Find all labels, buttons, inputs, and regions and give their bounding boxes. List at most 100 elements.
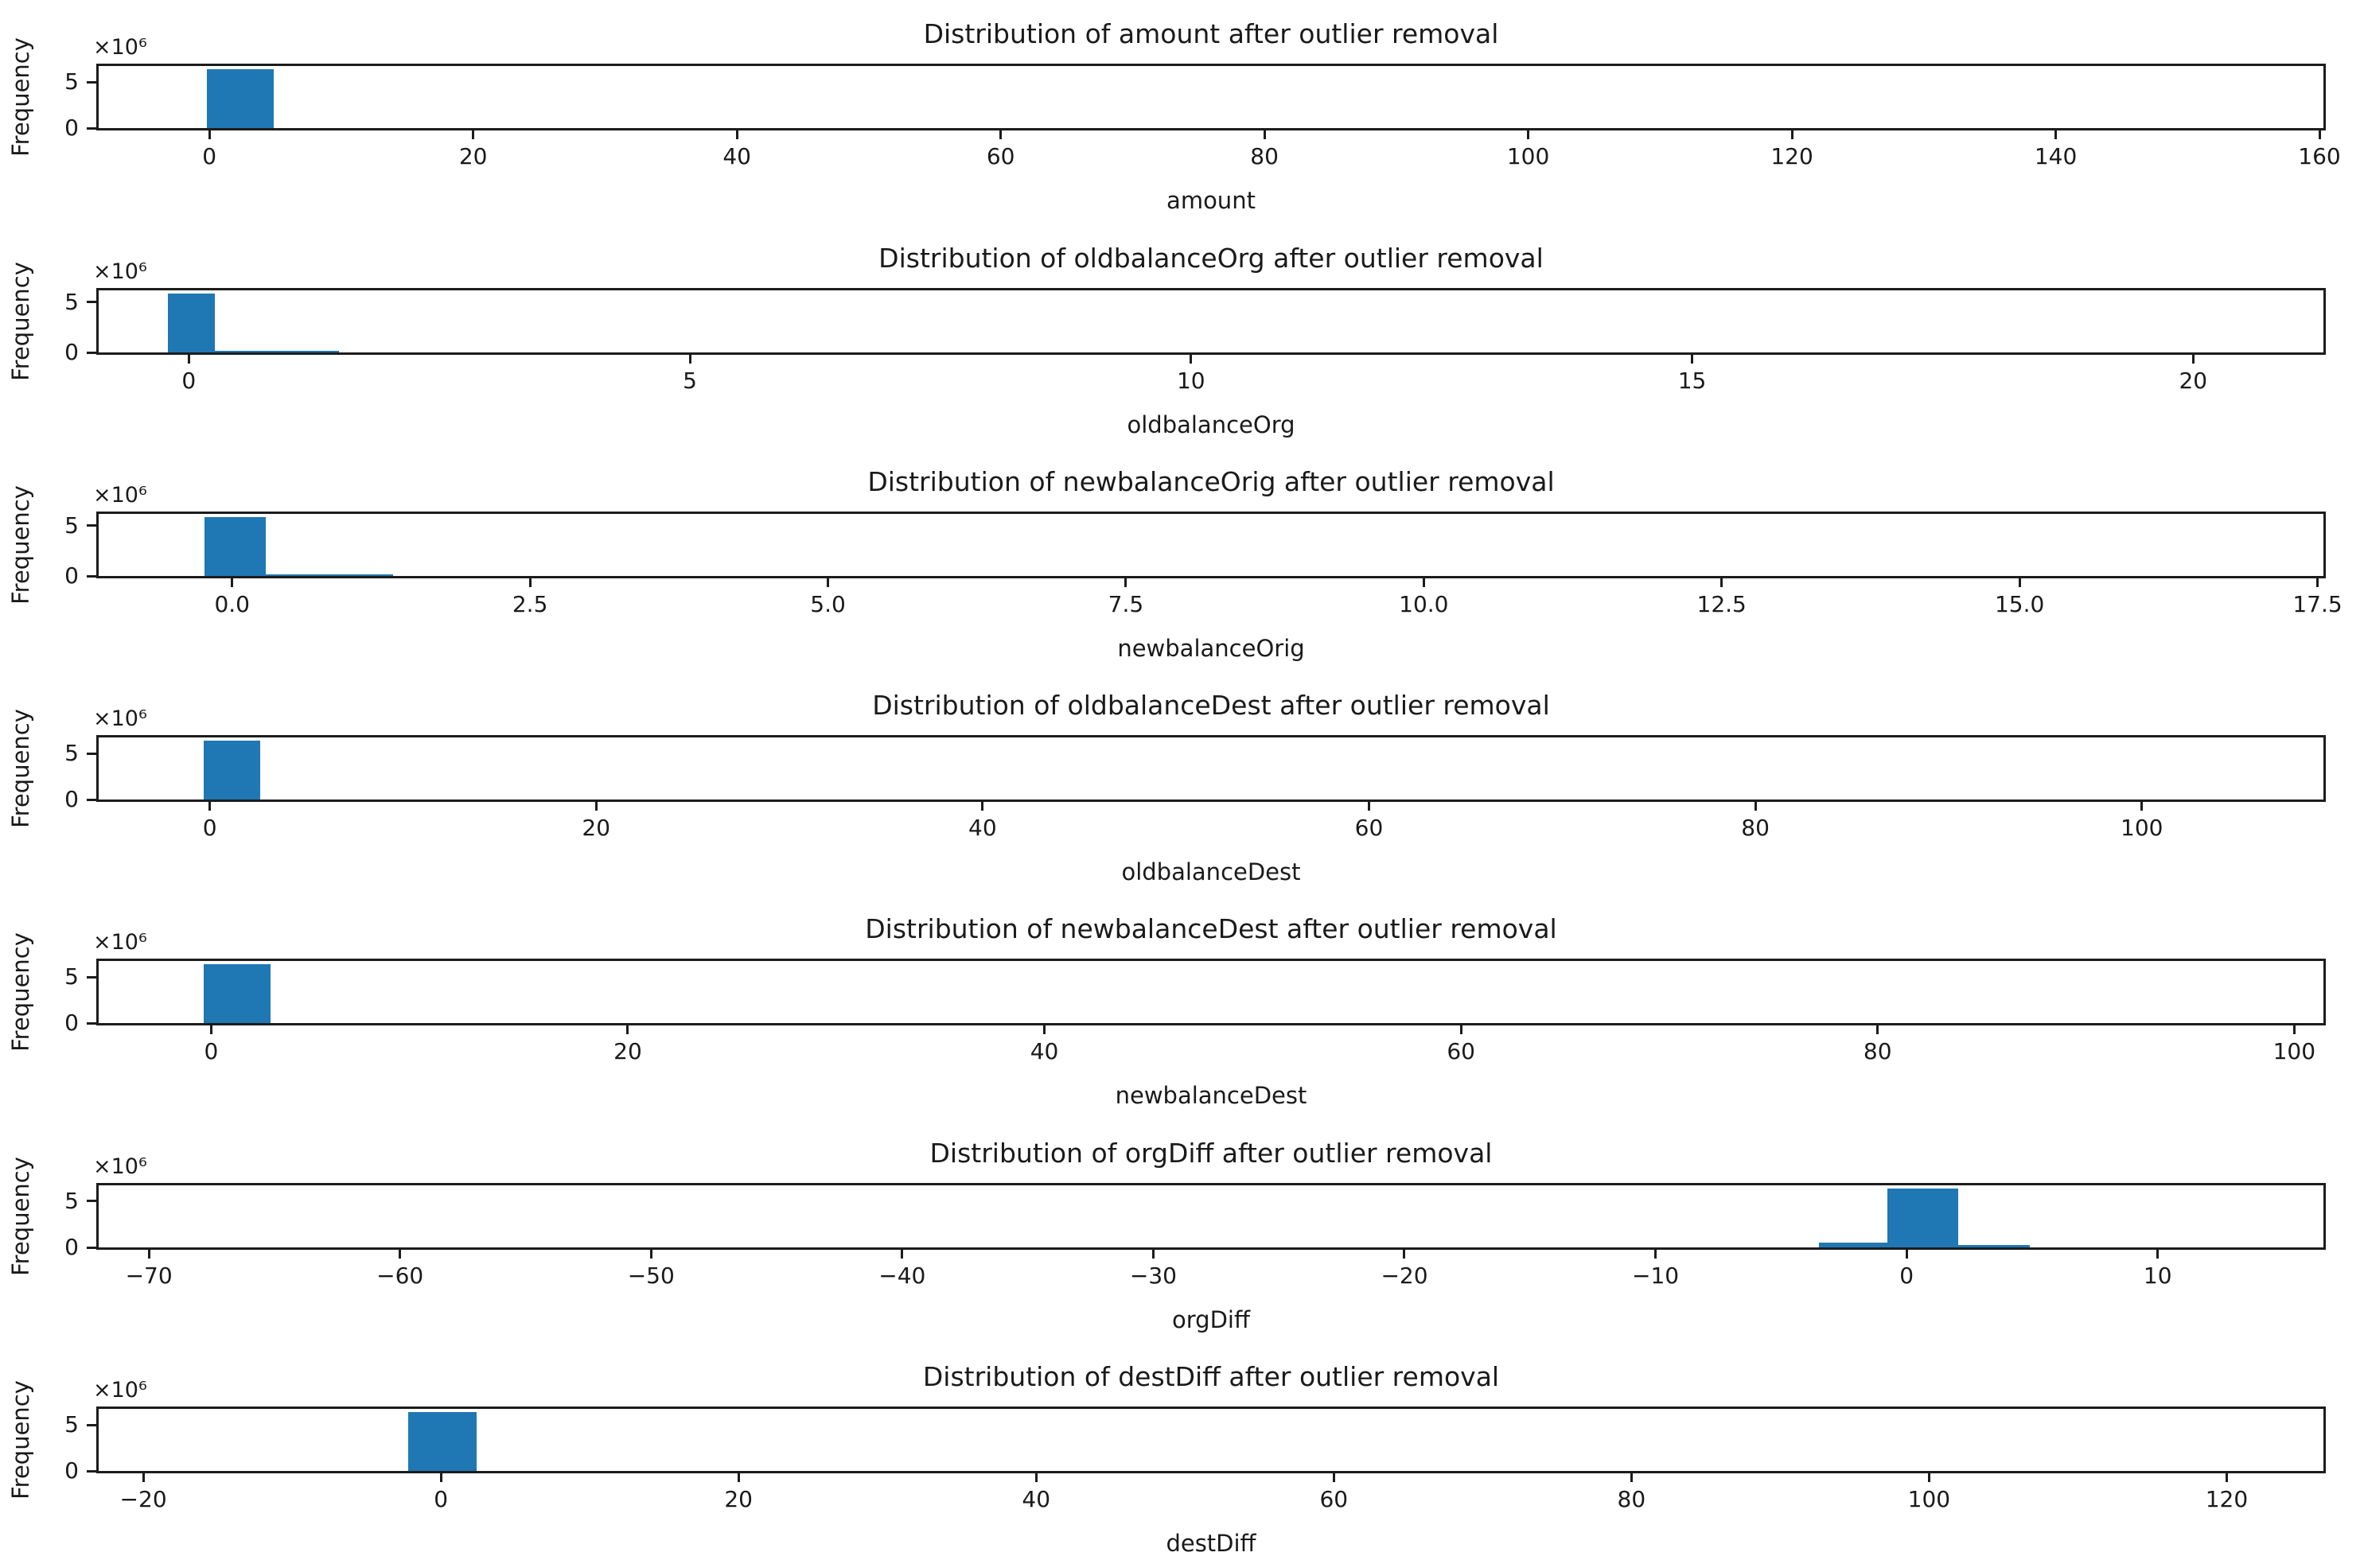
x-tick-label: 20: [582, 815, 611, 841]
y-tick-label: 5: [64, 1411, 79, 1438]
x-tick-label: 15: [1677, 368, 1707, 394]
plot-title: Distribution of amount after outlier rem…: [923, 18, 1499, 49]
y-tick-mark: [87, 1200, 96, 1203]
x-tick-label: −70: [125, 1263, 173, 1289]
x-tick-mark: [231, 578, 234, 587]
x-tick-mark: [147, 1250, 150, 1259]
subplot-orgDiff: Distribution of orgDiff after outlier re…: [0, 1119, 2364, 1344]
subplot-newbalanceDest: Distribution of newbalanceDest after out…: [0, 895, 2364, 1119]
subplot-newbalanceOrig: Distribution of newbalanceOrig after out…: [0, 448, 2364, 672]
x-tick-mark: [1043, 1025, 1046, 1034]
y-tick-label: 5: [64, 288, 79, 315]
x-axis-label: newbalanceDest: [1115, 1082, 1307, 1109]
y-tick-label: 5: [64, 1187, 79, 1214]
x-tick-label: −60: [376, 1263, 424, 1289]
x-tick-mark: [1754, 802, 1757, 811]
x-tick-label: −10: [1632, 1263, 1680, 1289]
x-tick-label: 12.5: [1696, 591, 1747, 617]
y-scale-offset-label: ×10⁶: [93, 1378, 147, 1403]
y-scale-offset-label: ×10⁶: [93, 483, 147, 508]
y-tick-mark: [87, 126, 96, 130]
x-tick-mark: [737, 1473, 740, 1482]
x-tick-mark: [594, 802, 598, 811]
x-tick-label: 100: [1907, 1486, 1951, 1512]
x-tick-mark: [2292, 1025, 2296, 1034]
x-tick-label: 5: [683, 368, 697, 394]
x-tick-label: 100: [2272, 1038, 2316, 1064]
x-tick-label: 10.0: [1399, 591, 1449, 617]
subplot-amount: Distribution of amount after outlier rem…: [0, 0, 2364, 224]
plot-box: [96, 512, 2326, 578]
x-tick-label: 80: [1741, 815, 1770, 841]
x-tick-mark: [1459, 1025, 1462, 1034]
y-tick-mark: [87, 1423, 96, 1426]
x-tick-label: 10: [1176, 368, 1205, 394]
x-tick-mark: [2225, 1473, 2228, 1482]
y-tick-mark: [87, 752, 96, 755]
y-scale-offset-label: ×10⁶: [93, 35, 147, 60]
plot-box: [96, 288, 2326, 355]
y-tick-mark: [87, 80, 96, 84]
y-tick-label: 0: [64, 339, 79, 365]
x-tick-mark: [1790, 130, 1793, 139]
y-tick-label: 5: [64, 68, 79, 95]
x-tick-label: 40: [1022, 1486, 1051, 1512]
x-tick-label: 0.0: [214, 591, 250, 617]
plot-box: [96, 1407, 2326, 1473]
x-tick-mark: [1263, 130, 1266, 139]
plot-box: [96, 959, 2326, 1025]
x-tick-mark: [2054, 130, 2058, 139]
x-tick-mark: [981, 802, 984, 811]
y-tick-mark: [87, 798, 96, 801]
x-axis-label: newbalanceOrig: [1117, 635, 1305, 662]
x-tick-mark: [1151, 1250, 1155, 1259]
x-tick-mark: [1034, 1473, 1038, 1482]
x-tick-label: 0: [204, 1038, 219, 1064]
x-tick-mark: [2018, 578, 2021, 587]
x-tick-mark: [1332, 1473, 1335, 1482]
x-tick-mark: [688, 355, 691, 364]
x-tick-mark: [2140, 802, 2144, 811]
x-tick-mark: [142, 1473, 145, 1482]
plot-title: Distribution of destDiff after outlier r…: [922, 1361, 1500, 1392]
plot-title: Distribution of newbalanceDest after out…: [865, 913, 1557, 944]
x-tick-label: 60: [1447, 1038, 1475, 1064]
x-tick-label: 0: [202, 143, 217, 169]
y-tick-label: 0: [64, 115, 79, 141]
y-tick-mark: [87, 1246, 96, 1249]
x-axis-label: oldbalanceDest: [1121, 858, 1301, 885]
y-tick-label: 0: [64, 1010, 79, 1036]
subplot-oldbalanceDest: Distribution of oldbalanceDest after out…: [0, 671, 2364, 896]
y-tick-label: 0: [64, 1457, 79, 1484]
x-tick-mark: [1876, 1025, 1879, 1034]
plot-title: Distribution of oldbalanceDest after out…: [872, 690, 1550, 721]
x-tick-label: 120: [2205, 1486, 2249, 1512]
plot-box: [96, 64, 2326, 130]
x-tick-mark: [1654, 1250, 1657, 1259]
x-tick-label: 20: [724, 1486, 753, 1512]
subplot-destDiff: Distribution of destDiff after outlier r…: [0, 1343, 2364, 1567]
histogram-bar: [1887, 1189, 1959, 1247]
x-tick-label: 140: [2034, 143, 2078, 169]
x-axis-label: amount: [1166, 187, 1256, 214]
x-tick-label: 20: [458, 143, 488, 169]
y-tick-mark: [87, 301, 96, 304]
x-tick-label: 40: [968, 815, 997, 841]
x-tick-mark: [735, 130, 738, 139]
x-tick-label: −20: [119, 1486, 167, 1512]
x-tick-label: 7.5: [1108, 591, 1144, 617]
x-tick-mark: [827, 578, 830, 587]
histogram-bar: [204, 963, 271, 1023]
y-tick-mark: [87, 574, 96, 578]
x-tick-label: 80: [1863, 1038, 1892, 1064]
x-tick-label: 80: [1617, 1486, 1646, 1512]
y-tick-label: 5: [64, 512, 79, 539]
y-tick-label: 0: [64, 786, 79, 812]
x-tick-label: 60: [1319, 1486, 1349, 1512]
y-tick-mark: [87, 1021, 96, 1025]
x-axis-label: oldbalanceOrg: [1127, 411, 1295, 438]
x-tick-label: 100: [1506, 143, 1550, 169]
x-tick-label: 0: [181, 368, 197, 394]
plot-box: [96, 1183, 2326, 1250]
x-tick-mark: [528, 578, 532, 587]
